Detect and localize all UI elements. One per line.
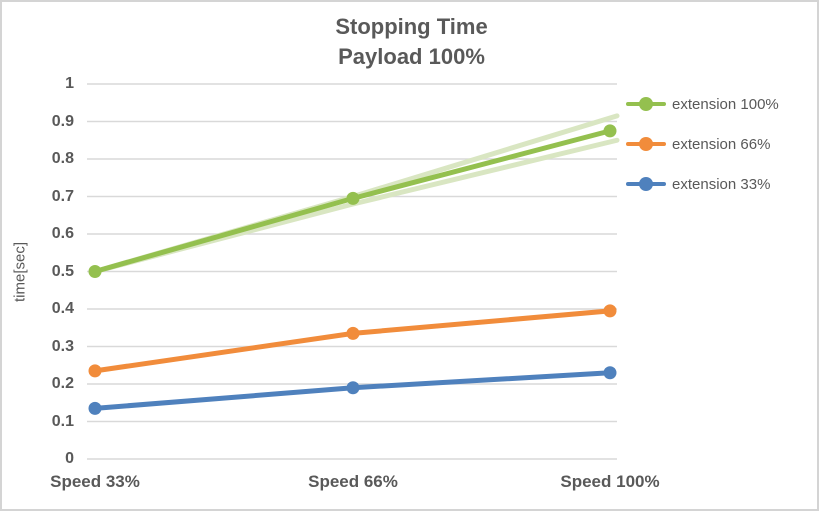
legend-item-extension-66: extension 66%: [626, 124, 770, 164]
legend-dot-icon: [639, 97, 653, 111]
legend-item-extension-100: extension 100%: [626, 84, 779, 124]
legend-marker-icon: [626, 177, 666, 192]
legend-item-extension-33: extension 33%: [626, 164, 770, 204]
series-marker-extension-100-speed-100: [603, 124, 617, 138]
series-marker-extension-33-speed-66: [346, 381, 360, 395]
series-marker-extension-66-speed-66: [346, 326, 360, 340]
x-tick-label-speed-33: Speed 33%: [50, 472, 140, 491]
chart-title-line2: Payload 100%: [338, 44, 485, 69]
y-tick-label-0.9: 0.9: [51, 112, 74, 130]
y-tick-label-0: 0: [65, 450, 74, 467]
x-tick-label-speed-100: Speed 100%: [560, 472, 660, 491]
y-tick-label-0.8: 0.8: [51, 150, 74, 167]
legend-label-extension-66: extension 66%: [672, 135, 771, 153]
chart-title-line1: Stopping Time: [335, 14, 488, 39]
y-tick-label-0.1: 0.1: [51, 412, 74, 430]
y-tick-label-0.2: 0.2: [51, 375, 74, 392]
y-tick-label-0.7: 0.7: [51, 187, 74, 205]
y-tick-label-0.3: 0.3: [51, 337, 74, 355]
legend-marker-icon: [626, 97, 666, 112]
x-tick-label-speed-66: Speed 66%: [308, 472, 398, 491]
series-marker-extension-33-speed-100: [603, 366, 617, 380]
y-tick-label-0.5: 0.5: [51, 262, 74, 280]
series-marker-extension-100-speed-33: [88, 265, 102, 278]
series-marker-extension-66-speed-33: [88, 364, 102, 378]
legend-label-extension-33: extension 33%: [672, 175, 771, 193]
legend-marker-icon: [626, 137, 666, 152]
chart-title: Stopping Time Payload 100%: [2, 12, 817, 72]
legend-label-extension-100: extension 100%: [672, 95, 779, 113]
series-marker-extension-100-speed-66: [346, 191, 360, 205]
series-line-extension-66: [92, 308, 613, 374]
series-marker-extension-33-speed-33: [88, 401, 102, 415]
series-marker-extension-66-speed-100: [603, 304, 617, 318]
y-tick-label-0.4: 0.4: [51, 300, 74, 317]
legend-dot-icon: [639, 137, 653, 151]
legend-dot-icon: [639, 177, 653, 191]
y-tick-label-1: 1: [65, 75, 74, 92]
y-tick-label-0.6: 0.6: [51, 225, 74, 242]
